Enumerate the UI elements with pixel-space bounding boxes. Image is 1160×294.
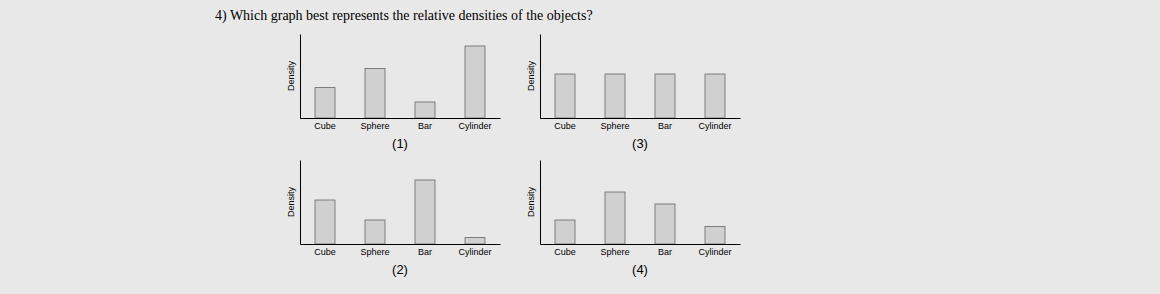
bar xyxy=(605,74,625,118)
x-tick-label: Cylinder xyxy=(458,121,491,131)
y-label: Density xyxy=(286,186,296,217)
x-tick-label: Cube xyxy=(554,247,576,257)
x-tick-label: Sphere xyxy=(360,121,389,131)
x-axis-line xyxy=(301,244,501,245)
x-tick-label: Sphere xyxy=(600,247,629,257)
x-tick: Cylinder xyxy=(698,121,731,131)
y-axis-line xyxy=(300,35,301,119)
x-tick-label: Cylinder xyxy=(458,247,491,257)
x-axis: Cube Sphere Bar Cylinder xyxy=(301,119,501,132)
question: 4) Which graph best represents the relat… xyxy=(215,8,593,24)
x-tick: Sphere xyxy=(360,247,389,257)
bar xyxy=(365,220,385,244)
x-tick: Bar xyxy=(418,121,432,131)
bar xyxy=(605,192,625,244)
panel: Cube Sphere Bar Cylinder Density (2) xyxy=(286,161,501,278)
x-axis-line xyxy=(541,118,741,119)
x-tick-label: Cube xyxy=(314,121,336,131)
x-tick: Sphere xyxy=(360,121,389,131)
x-tick: Cylinder xyxy=(458,121,491,131)
bar xyxy=(655,74,675,118)
figure: 4) Which graph best represents the relat… xyxy=(0,0,1160,294)
x-axis: Cube Sphere Bar Cylinder xyxy=(541,245,741,258)
x-tick: Sphere xyxy=(600,247,629,257)
x-tick-label: Bar xyxy=(418,247,432,257)
x-tick-label: Cylinder xyxy=(698,247,731,257)
y-label: Density xyxy=(526,186,536,217)
bar xyxy=(365,68,385,118)
x-tick-label: Bar xyxy=(658,121,672,131)
x-tick-label: Bar xyxy=(418,121,432,131)
bar xyxy=(315,88,335,118)
x-axis: Cube Sphere Bar Cylinder xyxy=(541,119,741,132)
x-tick: Bar xyxy=(658,247,672,257)
y-axis xyxy=(540,161,541,245)
x-axis-line xyxy=(541,244,741,245)
x-tick-label: Sphere xyxy=(600,121,629,131)
bar xyxy=(655,204,675,244)
bar xyxy=(705,74,725,118)
x-tick: Cube xyxy=(554,247,576,257)
x-tick: Cylinder xyxy=(458,247,491,257)
graph-label: (1) xyxy=(392,136,408,151)
y-axis xyxy=(540,35,541,119)
x-tick: Bar xyxy=(418,247,432,257)
x-tick-label: Cube xyxy=(314,247,336,257)
y-axis-line xyxy=(540,35,541,119)
y-axis xyxy=(300,35,301,119)
bars xyxy=(315,180,485,244)
bar xyxy=(555,220,575,244)
x-axis: Cube Sphere Bar Cylinder xyxy=(301,245,501,258)
bar xyxy=(465,46,485,118)
bar xyxy=(465,238,485,244)
y-label: Density xyxy=(526,60,536,91)
bar xyxy=(415,102,435,118)
x-axis-line xyxy=(301,118,501,119)
x-tick-label: Bar xyxy=(658,247,672,257)
y-axis xyxy=(300,161,301,245)
bar xyxy=(315,200,335,244)
y-label: Density xyxy=(286,60,296,91)
bar xyxy=(705,226,725,244)
x-tick: Cylinder xyxy=(698,247,731,257)
x-tick: Cube xyxy=(314,121,336,131)
x-tick: Bar xyxy=(658,121,672,131)
bar xyxy=(555,74,575,118)
panel: Cube Sphere Bar Cylinder Density (3) xyxy=(526,35,741,152)
x-tick-label: Sphere xyxy=(360,247,389,257)
graph-label: (2) xyxy=(392,262,408,277)
bars xyxy=(555,74,725,118)
panel: Cube Sphere Bar Cylinder Density (4) xyxy=(526,161,741,278)
bars xyxy=(555,192,725,244)
panel: Cube Sphere Bar Cylinder Density (1) xyxy=(286,35,501,152)
bars xyxy=(315,46,485,118)
x-tick-label: Cylinder xyxy=(698,121,731,131)
bar xyxy=(415,180,435,244)
x-tick: Cube xyxy=(554,121,576,131)
y-axis-line xyxy=(300,161,301,245)
graph-label: (3) xyxy=(632,136,648,151)
x-tick: Sphere xyxy=(600,121,629,131)
x-tick: Cube xyxy=(314,247,336,257)
graph-label: (4) xyxy=(632,262,648,277)
x-tick-label: Cube xyxy=(554,121,576,131)
y-axis-line xyxy=(540,161,541,245)
